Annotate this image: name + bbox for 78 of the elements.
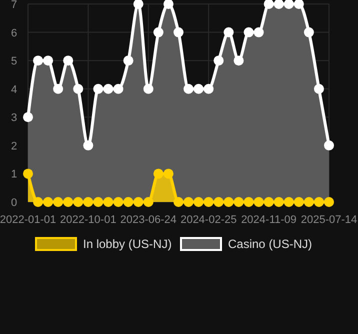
point xyxy=(314,197,324,207)
point xyxy=(73,84,84,94)
point xyxy=(184,84,194,94)
point xyxy=(143,84,154,94)
point xyxy=(324,140,334,150)
point xyxy=(304,27,314,38)
point xyxy=(33,56,44,66)
y-tick-label: 6 xyxy=(10,27,18,40)
point xyxy=(133,197,144,207)
point xyxy=(113,197,124,207)
x-tick-label: 2024-11-09 xyxy=(241,214,297,226)
point xyxy=(274,0,284,9)
point xyxy=(23,168,33,179)
point xyxy=(264,0,274,9)
point xyxy=(284,0,294,9)
point xyxy=(43,197,54,207)
point xyxy=(63,56,74,66)
point xyxy=(163,0,174,9)
point xyxy=(254,27,264,38)
point xyxy=(224,27,234,38)
point xyxy=(234,56,244,66)
point xyxy=(214,197,224,207)
point xyxy=(284,197,294,207)
x-tick-label: 2022-01-01 xyxy=(0,214,56,226)
point xyxy=(63,197,74,207)
point xyxy=(264,197,274,207)
x-tick-label: 2024-02-25 xyxy=(180,214,237,226)
y-tick-label: 2 xyxy=(10,140,18,152)
point xyxy=(123,197,134,207)
point xyxy=(194,84,204,94)
point xyxy=(53,197,64,207)
point xyxy=(204,84,214,94)
point xyxy=(194,197,204,207)
point xyxy=(214,56,224,66)
point xyxy=(153,27,164,38)
point xyxy=(83,140,94,150)
point xyxy=(244,197,254,207)
x-tick-label: 2022-10-01 xyxy=(60,214,116,226)
point xyxy=(254,197,264,207)
point xyxy=(73,197,84,207)
point xyxy=(43,56,54,66)
point xyxy=(103,197,114,207)
point xyxy=(133,0,144,9)
point xyxy=(314,84,324,94)
point xyxy=(274,197,284,207)
x-tick-label: 2025-07-14 xyxy=(300,214,358,226)
point xyxy=(123,56,134,66)
point xyxy=(184,197,194,207)
legend-label: In lobby (US-NJ) xyxy=(83,237,172,251)
y-tick-label: 5 xyxy=(10,56,18,68)
point xyxy=(324,197,334,207)
point xyxy=(174,197,184,207)
point xyxy=(224,197,234,207)
y-tick-label: 3 xyxy=(10,112,18,124)
point xyxy=(33,197,44,207)
y-tick-label: 7 xyxy=(10,0,18,11)
y-tick-label: 4 xyxy=(10,84,18,96)
point xyxy=(163,168,174,179)
point xyxy=(304,197,314,207)
point xyxy=(23,112,33,122)
point xyxy=(174,27,184,38)
point xyxy=(103,84,114,94)
point xyxy=(294,0,304,9)
point xyxy=(93,84,104,94)
point xyxy=(153,168,164,179)
point xyxy=(53,84,64,94)
point xyxy=(244,27,254,38)
point xyxy=(113,84,124,94)
point xyxy=(294,197,304,207)
point xyxy=(234,197,244,207)
legend-label: Casino (US-NJ) xyxy=(228,237,312,251)
point xyxy=(93,197,104,207)
point xyxy=(143,197,154,207)
x-tick-label: 2023-06-24 xyxy=(120,214,177,226)
y-tick-label: 1 xyxy=(10,168,18,181)
point xyxy=(83,197,94,207)
y-tick-label: 0 xyxy=(10,197,18,209)
point xyxy=(204,197,214,207)
